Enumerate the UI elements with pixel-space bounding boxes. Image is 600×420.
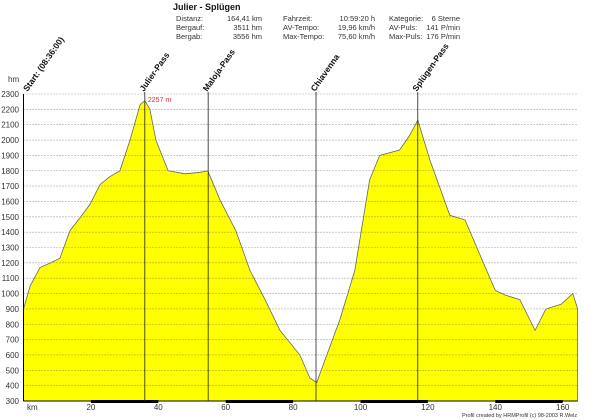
stat-value: 3556 hm [232,32,262,41]
x-axis-segment [360,400,428,403]
y-tick-label: 2000 [1,136,19,145]
stat-value: 164,41 km [226,14,262,23]
y-tick-label: 400 [6,382,20,391]
stat-label: Fahrzeit: [283,14,313,23]
stat-label: Kategorie: [389,14,424,23]
y-tick-label: 300 [6,397,20,406]
stat-value: 176 P/min [426,32,460,41]
y-tick-label: 1000 [1,290,19,299]
stat-label: Bergauf: [176,23,205,32]
peak-label: 2257 m [148,97,172,104]
stat-value: 19,96 km/h [337,23,375,32]
x-axis-segment [90,400,159,403]
y-tick-label: 500 [6,366,20,375]
x-tick-label: 80 [289,403,298,412]
stat-label: AV-Tempo: [283,23,320,32]
y-tick-label: 1400 [1,228,19,237]
marker-label: Maloja-Pass [201,47,238,93]
x-tick-label: 20 [86,403,95,412]
stat-value: 3511 hm [233,23,262,32]
stat-label: Max-Tempo: [283,32,325,41]
y-tick-label: 1600 [1,197,19,206]
y-axis-label: hm [8,75,19,84]
stat-value: 6 Sterne [431,14,460,23]
stat-value: 75,60 km/h [337,32,375,41]
footer-credit: Profil created by HRMProfil (c) 98-2003 … [462,413,578,419]
y-tick-label: 2100 [1,121,19,130]
stat-value: 141 P/min [426,23,460,32]
stat-label: Distanz: [176,14,204,23]
x-axis-label: km [27,403,38,412]
marker-label: Chiavenna [308,52,341,93]
y-tick-label: 1500 [1,213,19,222]
stat-label: Max-Puls: [389,32,423,41]
x-tick-label: 160 [556,403,570,412]
x-tick-label: 40 [154,403,163,412]
chart-title: Julier - Splügen [173,2,241,12]
stat-label: Bergab: [176,32,203,41]
marker-label: Julier-Pass [137,50,171,93]
y-tick-label: 1800 [1,167,19,176]
stat-label: AV-Puls: [389,23,418,32]
y-tick-label: 700 [6,336,20,345]
x-tick-label: 140 [489,403,503,412]
y-tick-label: 1900 [1,151,19,160]
marker-label: Start: (08:36:00) [21,35,66,94]
y-tick-label: 1300 [1,244,19,253]
y-tick-label: 1700 [1,182,19,191]
x-tick-label: 60 [221,403,230,412]
stat-value: 10:59:20 h [339,14,375,23]
x-axis-segment [495,400,563,403]
elevation-area [23,100,578,401]
marker-label: Splügen-Pass [410,41,451,93]
y-tick-label: 900 [6,305,20,314]
y-tick-label: 800 [6,320,20,329]
elevation-line [23,99,579,402]
y-tick-label: 2200 [1,105,19,114]
x-axis-segment [225,400,294,403]
y-tick-label: 1100 [2,274,20,283]
y-tick-label: 2300 [1,90,19,99]
y-tick-label: 1200 [1,259,19,268]
x-tick-label: 120 [421,403,435,412]
x-tick-label: 100 [354,403,368,412]
y-tick-label: 600 [6,351,20,360]
